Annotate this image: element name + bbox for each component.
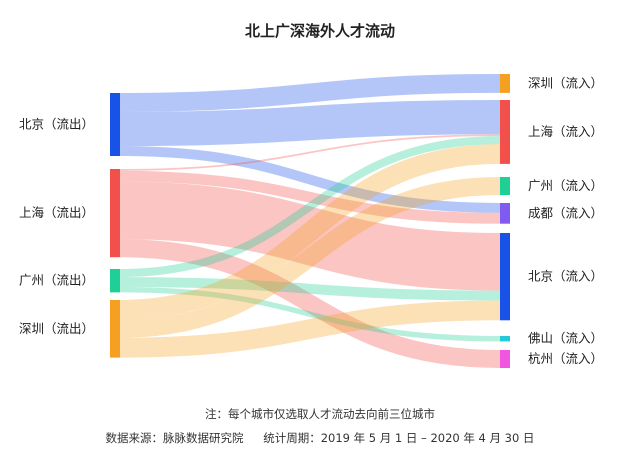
data-source: 数据来源：脉脉数据研究院 (105, 431, 244, 445)
target-node (500, 233, 510, 321)
target-label: 杭州（流入） (528, 351, 603, 366)
chart-note: 注：每个城市仅选取人才流动去向前三位城市 (205, 407, 435, 421)
sankey-link (119, 100, 501, 147)
target-node (500, 177, 510, 195)
sankey-link (119, 74, 501, 112)
sankey-link (119, 277, 501, 301)
source-node (110, 269, 120, 293)
target-label: 深圳（流入） (528, 75, 603, 90)
source-label: 广州（流出） (19, 273, 94, 288)
sankey-link (119, 239, 501, 368)
target-node (500, 203, 510, 224)
sankey-link (119, 170, 501, 224)
sankey-labels: 北京（流出） 上海（流出） 广州（流出） 深圳（流出） 深圳（流入） 上海（流入） 广州（流… (19, 75, 603, 366)
source-label: 北京（流出） (19, 117, 94, 132)
sankey-nodes (110, 74, 510, 368)
target-label: 成都（流入） (528, 205, 603, 220)
target-label: 佛山（流入） (528, 331, 603, 346)
target-label: 上海（流入） (528, 124, 603, 139)
source-node (110, 169, 120, 258)
target-node (500, 350, 510, 368)
sankey-link (119, 300, 501, 358)
target-node (500, 74, 510, 93)
target-node (500, 100, 510, 164)
sankey-link (119, 287, 501, 342)
sankey-link (119, 181, 501, 291)
source-node (110, 300, 120, 358)
target-label: 北京（流入） (528, 269, 603, 284)
source-label: 上海（流出） (19, 205, 94, 220)
chart-source-line: 数据来源：脉脉数据研究院 统计周期：2019 年 5 月 1 日 – 2020 … (0, 430, 640, 446)
sankey-link (119, 134, 501, 171)
target-label: 广州（流入） (528, 178, 603, 193)
source-label: 深圳（流出） (19, 321, 94, 336)
sankey-link (119, 144, 501, 320)
target-node (500, 336, 510, 342)
stat-period: 统计周期：2019 年 5 月 1 日 – 2020 年 4 月 30 日 (263, 431, 535, 445)
source-node (110, 93, 120, 156)
sankey-link (119, 136, 501, 278)
sankey-links (119, 74, 501, 368)
sankey-link (119, 177, 501, 338)
chart-title: 北上广深海外人才流动 (244, 22, 395, 40)
sankey-link (119, 146, 501, 213)
